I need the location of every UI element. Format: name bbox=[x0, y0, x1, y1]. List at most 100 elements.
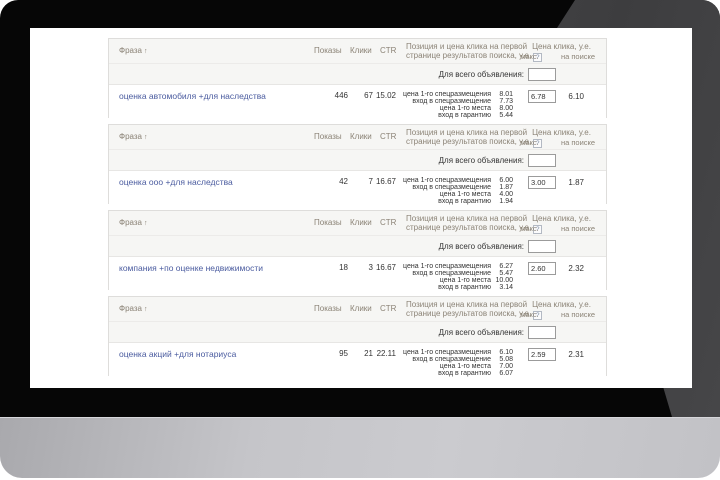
column-header-clicks[interactable]: Клики bbox=[350, 132, 372, 141]
ctr-value: 16.67 bbox=[375, 177, 396, 186]
breakdown-label: вход в спецразмещение bbox=[412, 270, 491, 277]
sort-asc-icon: ↑ bbox=[144, 306, 148, 313]
column-header-impressions[interactable]: Показы bbox=[314, 218, 342, 227]
clicks-value: 67 bbox=[364, 91, 373, 100]
impressions-value: 95 bbox=[339, 349, 348, 358]
help-icon[interactable]: ? bbox=[533, 53, 543, 62]
breakdown-value: 1.94 bbox=[499, 198, 513, 205]
for-all-bid-input[interactable] bbox=[528, 154, 556, 167]
breakdown-value: 5.08 bbox=[499, 356, 513, 363]
ctr-value: 15.02 bbox=[375, 91, 396, 100]
column-header-on-search: на поиске bbox=[560, 224, 596, 233]
keyword-stats-block: Фраза ↑ Показы Клики CTR Позиция и цена к… bbox=[108, 38, 607, 119]
for-all-row: Для всего объявления: bbox=[109, 236, 606, 257]
column-header-max: макс. bbox=[520, 310, 539, 319]
for-all-row: Для всего объявления: bbox=[109, 150, 606, 171]
keyword-phrase-link[interactable]: оценка акций +для нотариуса bbox=[119, 349, 237, 359]
search-price-value: 2.32 bbox=[568, 264, 584, 273]
help-icon[interactable]: ? bbox=[533, 225, 543, 234]
column-header-clicks[interactable]: Клики bbox=[350, 46, 372, 55]
breakdown-label: цена 1-го места bbox=[439, 363, 491, 370]
column-header-impressions[interactable]: Показы bbox=[314, 132, 342, 141]
column-header-ctr[interactable]: CTR bbox=[380, 132, 397, 141]
position-header-line2: странице результатов поиска, у.е. bbox=[406, 137, 532, 146]
breakdown-label: цена 1-го спецразмещения bbox=[403, 177, 491, 184]
keyword-row: оценка автомобиля +для наследства 446 67… bbox=[109, 85, 606, 119]
max-bid-input[interactable] bbox=[528, 90, 556, 103]
column-header-position-price: Позиция и цена клика на первой странице р… bbox=[406, 42, 561, 62]
breakdown-value: 3.14 bbox=[499, 284, 513, 291]
clicks-value: 7 bbox=[368, 177, 373, 186]
column-header-phrase[interactable]: Фраза ↑ bbox=[119, 218, 148, 227]
column-header-ctr[interactable]: CTR bbox=[380, 46, 397, 55]
position-header-line2: странице результатов поиска, у.е. bbox=[406, 223, 532, 232]
column-header-ctr[interactable]: CTR bbox=[380, 218, 397, 227]
position-header-line1: Позиция и цена клика на первой bbox=[406, 42, 528, 51]
keyword-row: оценка акций +для нотариуса 95 21 22.11 … bbox=[109, 343, 606, 377]
column-header-phrase[interactable]: Фраза ↑ bbox=[119, 304, 148, 313]
column-header-on-search: на поиске bbox=[560, 138, 596, 147]
breakdown-value: 8.00 bbox=[499, 105, 513, 112]
clicks-value: 21 bbox=[364, 349, 373, 358]
column-header-clicks[interactable]: Клики bbox=[350, 218, 372, 227]
column-header-click-price: Цена клика, у.е. bbox=[532, 214, 591, 223]
column-header-impressions[interactable]: Показы bbox=[314, 304, 342, 313]
breakdown-value: 8.01 bbox=[499, 91, 513, 98]
max-bid-input[interactable] bbox=[528, 348, 556, 361]
ctr-value: 22.11 bbox=[376, 349, 396, 358]
column-header-on-search: на поиске bbox=[560, 52, 596, 61]
keyword-stats-block: Фраза ↑ Показы Клики CTR Позиция и цена к… bbox=[108, 210, 607, 291]
column-header-position-price: Позиция и цена клика на первой странице р… bbox=[406, 128, 561, 148]
help-icon[interactable]: ? bbox=[533, 311, 543, 320]
impressions-value: 42 bbox=[339, 177, 348, 186]
column-header-max: макс. bbox=[520, 224, 539, 233]
position-header-line1: Позиция и цена клика на первой bbox=[406, 300, 528, 309]
for-all-label: Для всего объявления: bbox=[438, 156, 524, 165]
for-all-bid-input[interactable] bbox=[528, 68, 556, 81]
impressions-value: 18 bbox=[339, 263, 348, 272]
breakdown-label: вход в гарантию bbox=[438, 112, 491, 119]
breakdown-label: вход в гарантию bbox=[438, 370, 491, 377]
breakdown-value: 10.00 bbox=[495, 277, 513, 284]
position-price-breakdown: цена 1-го спецразмещения 6.27 вход в спец… bbox=[394, 263, 513, 291]
breakdown-value: 6.07 bbox=[499, 370, 513, 377]
max-bid-input[interactable] bbox=[528, 176, 556, 189]
keyword-phrase-link[interactable]: компания +по оценке недвижимости bbox=[119, 263, 263, 273]
sort-asc-icon: ↑ bbox=[144, 134, 148, 141]
position-header-line2: странице результатов поиска, у.е. bbox=[406, 309, 532, 318]
keyword-stats-block: Фраза ↑ Показы Клики CTR Позиция и цена к… bbox=[108, 296, 607, 377]
breakdown-label: вход в спецразмещение bbox=[412, 356, 491, 363]
keyword-phrase-link[interactable]: оценка ооо +для наследства bbox=[119, 177, 233, 187]
phrase-header-label: Фраза bbox=[119, 46, 143, 55]
column-header-clicks[interactable]: Клики bbox=[350, 304, 372, 313]
breakdown-value: 5.47 bbox=[499, 270, 513, 277]
column-header-ctr[interactable]: CTR bbox=[380, 304, 397, 313]
column-header-phrase[interactable]: Фраза ↑ bbox=[119, 46, 148, 55]
max-bid-input[interactable] bbox=[528, 262, 556, 275]
position-price-breakdown: цена 1-го спецразмещения 6.00 вход в спец… bbox=[394, 177, 513, 205]
clicks-value: 3 bbox=[368, 263, 373, 272]
breakdown-label: вход в спецразмещение bbox=[412, 98, 491, 105]
column-header-click-price: Цена клика, у.е. bbox=[532, 128, 591, 137]
screen: Фраза ↑ Показы Клики CTR Позиция и цена к… bbox=[30, 28, 692, 388]
help-icon[interactable]: ? bbox=[533, 139, 543, 148]
column-header-impressions[interactable]: Показы bbox=[314, 46, 342, 55]
breakdown-label: цена 1-го места bbox=[439, 277, 491, 284]
for-all-bid-input[interactable] bbox=[528, 326, 556, 339]
phrase-header-label: Фраза bbox=[119, 304, 143, 313]
column-header-max: макс. bbox=[520, 52, 539, 61]
breakdown-label: цена 1-го спецразмещения bbox=[403, 263, 491, 270]
keyword-stats-block: Фраза ↑ Показы Клики CTR Позиция и цена к… bbox=[108, 124, 607, 205]
breakdown-value: 6.10 bbox=[499, 349, 513, 356]
monitor-stand bbox=[0, 417, 720, 478]
column-header-position-price: Позиция и цена клика на первой странице р… bbox=[406, 300, 561, 320]
for-all-bid-input[interactable] bbox=[528, 240, 556, 253]
phrase-header-label: Фраза bbox=[119, 218, 143, 227]
column-header-phrase[interactable]: Фраза ↑ bbox=[119, 132, 148, 141]
keyword-phrase-link[interactable]: оценка автомобиля +для наследства bbox=[119, 91, 266, 101]
for-all-label: Для всего объявления: bbox=[438, 328, 524, 337]
breakdown-value: 5.44 bbox=[499, 112, 513, 119]
breakdown-label: вход в гарантию bbox=[438, 284, 491, 291]
breakdown-label: цена 1-го места bbox=[439, 191, 491, 198]
